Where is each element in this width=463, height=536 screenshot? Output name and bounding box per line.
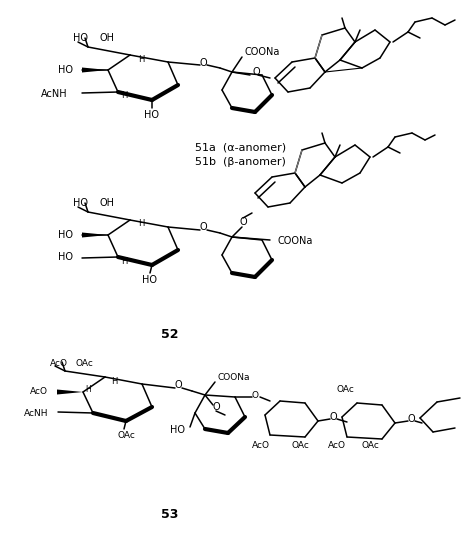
Text: 53: 53 [161, 509, 178, 522]
Text: AcO: AcO [327, 441, 345, 450]
Text: OAc: OAc [118, 430, 136, 440]
Text: OH: OH [100, 198, 115, 208]
Polygon shape [82, 233, 108, 237]
Text: HO: HO [58, 65, 73, 75]
Text: O: O [199, 58, 206, 68]
Text: AcO: AcO [251, 441, 269, 450]
Text: O: O [174, 380, 181, 390]
Text: AcNH: AcNH [41, 89, 68, 99]
Text: O: O [238, 217, 246, 227]
Text: OH: OH [100, 33, 115, 43]
Polygon shape [57, 390, 83, 394]
Text: AcO: AcO [50, 359, 68, 368]
Text: AcO: AcO [30, 388, 48, 397]
Text: H: H [138, 55, 144, 63]
Text: OAc: OAc [361, 441, 379, 450]
Text: O: O [407, 414, 414, 424]
Text: AcNH: AcNH [24, 408, 48, 418]
Text: OAc: OAc [335, 385, 353, 394]
Text: HO: HO [169, 425, 185, 435]
Text: H: H [120, 257, 127, 265]
Text: 51a  (α-anomer): 51a (α-anomer) [194, 143, 286, 153]
Text: H: H [138, 220, 144, 228]
Text: COONa: COONa [218, 373, 250, 382]
Text: COONa: COONa [244, 47, 280, 57]
Text: COONa: COONa [277, 236, 313, 246]
Text: HO: HO [58, 252, 73, 262]
Text: O: O [199, 222, 206, 232]
Text: H: H [111, 376, 117, 385]
Text: 52: 52 [161, 329, 178, 341]
Text: O: O [328, 412, 336, 422]
Text: 51b  (β-anomer): 51b (β-anomer) [194, 157, 285, 167]
Text: H: H [120, 92, 127, 101]
Text: HO: HO [73, 198, 88, 208]
Text: O: O [251, 391, 258, 399]
Polygon shape [82, 68, 108, 72]
Text: H: H [85, 385, 91, 394]
Text: HO: HO [144, 110, 159, 120]
Text: HO: HO [73, 33, 88, 43]
Text: OAc: OAc [76, 359, 94, 368]
Text: HO: HO [142, 275, 156, 285]
Text: HO: HO [58, 230, 73, 240]
Text: O: O [252, 67, 260, 77]
Text: OAc: OAc [291, 441, 309, 450]
Text: O: O [212, 402, 219, 412]
